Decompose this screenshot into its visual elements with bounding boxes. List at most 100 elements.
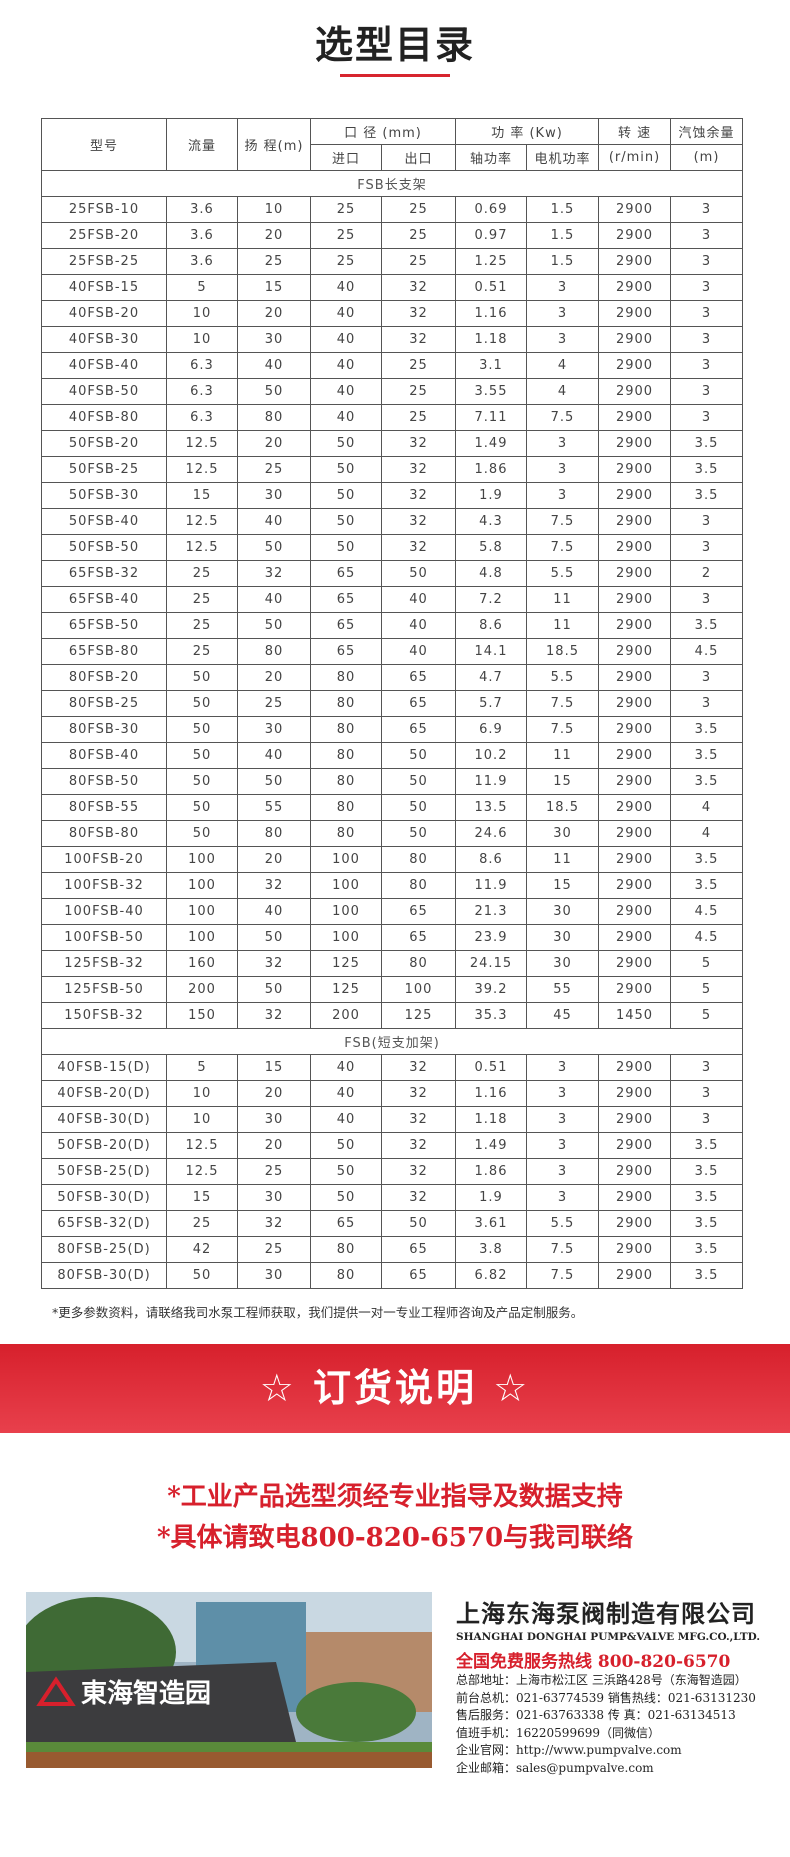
company-info: 上海东海泵阀制造有限公司 SHANGHAI DONGHAI PUMP&VALVE… — [456, 1594, 776, 1777]
table-cell: 3.5 — [670, 1184, 744, 1211]
table-cell: 45 — [525, 1002, 600, 1029]
table-cell: 2900 — [598, 560, 672, 587]
table-cell: 5.5 — [525, 664, 600, 691]
table-cell: 80 — [310, 1236, 382, 1263]
table-cell: 18.5 — [525, 794, 600, 821]
table-cell: 10 — [237, 196, 311, 223]
table-cell: 5 — [670, 1002, 744, 1029]
table-cell: 50FSB-20 — [41, 430, 167, 457]
table-row: 125FSB-50 200 50 125 100 39.2 55 2900 5 — [41, 976, 744, 1003]
table-cell: 2900 — [598, 768, 672, 795]
table-cell: 80 — [381, 846, 456, 873]
table-row: 80FSB-30(D) 50 30 80 65 6.82 7.5 2900 3.5 — [41, 1262, 744, 1289]
table-cell: 2 — [670, 560, 744, 587]
table-cell: 0.69 — [455, 196, 527, 223]
table-row: 50FSB-40 12.5 40 50 32 4.3 7.5 2900 3 — [41, 508, 744, 535]
table-cell: 4 — [525, 352, 600, 379]
table-cell: 32 — [381, 1080, 456, 1107]
table-cell: 30 — [237, 482, 311, 509]
table-cell: 100 — [166, 924, 238, 951]
table-row: 100FSB-20 100 20 100 80 8.6 11 2900 3.5 — [41, 846, 744, 873]
table-cell: 3 — [670, 326, 744, 353]
table-cell: 3 — [670, 534, 744, 561]
table-row: 80FSB-30 50 30 80 65 6.9 7.5 2900 3.5 — [41, 716, 744, 743]
table-cell: 2900 — [598, 1210, 672, 1237]
table-cell: 100 — [310, 898, 382, 925]
table-cell: 50 — [237, 924, 311, 951]
table-cell: 40 — [237, 586, 311, 613]
table-cell: 25 — [310, 248, 382, 275]
table-cell: 3.5 — [670, 846, 744, 873]
table-cell: 50 — [381, 768, 456, 795]
table-cell: 2900 — [598, 1132, 672, 1159]
table-cell: 7.5 — [525, 1236, 600, 1263]
table-cell: 2900 — [598, 1080, 672, 1107]
table-cell: 5.7 — [455, 690, 527, 717]
table-cell: 30 — [525, 820, 600, 847]
table-cell: 25 — [381, 248, 456, 275]
table-cell: 2900 — [598, 638, 672, 665]
table-row: 80FSB-20 50 20 80 65 4.7 5.5 2900 3 — [41, 664, 744, 691]
table-cell: 3 — [670, 378, 744, 405]
table-cell: 6.82 — [455, 1262, 527, 1289]
table-row: 40FSB-20 10 20 40 32 1.16 3 2900 3 — [41, 300, 744, 327]
table-cell: 25 — [381, 196, 456, 223]
table-cell: 50 — [237, 534, 311, 561]
table-cell: 3.8 — [455, 1236, 527, 1263]
table-cell: 65 — [310, 560, 382, 587]
table-cell: 11.9 — [455, 768, 527, 795]
header-cell: 流量 — [166, 118, 238, 171]
contact-line: 售后服务：021-63763338 传 真：021-63134513 — [456, 1708, 736, 1722]
table-row: 80FSB-55 50 55 80 50 13.5 18.5 2900 4 — [41, 794, 744, 821]
table-cell: 2900 — [598, 534, 672, 561]
order-line: *具体请致电800-820-6570与我司联络 — [156, 1523, 634, 1553]
table-cell: 40FSB-40 — [41, 352, 167, 379]
table-cell: 2900 — [598, 430, 672, 457]
table-cell: 50 — [166, 794, 238, 821]
table-cell: 2900 — [598, 482, 672, 509]
table-cell: 3.5 — [670, 430, 744, 457]
table-row: 40FSB-80 6.3 80 40 25 7.11 7.5 2900 3 — [41, 404, 744, 431]
table-row: 25FSB-10 3.6 10 25 25 0.69 1.5 2900 3 — [41, 196, 744, 223]
table-row: 65FSB-80 25 80 65 40 14.1 18.5 2900 4.5 — [41, 638, 744, 665]
table-cell: 2900 — [598, 196, 672, 223]
table-cell: 2900 — [598, 326, 672, 353]
table-row: 40FSB-15 5 15 40 32 0.51 3 2900 3 — [41, 274, 744, 301]
table-cell: 50 — [381, 1210, 456, 1237]
header-row: 型号 流量扬 程(m) 口 径 (mm) 功 率 (Kw) 转 速汽蚀余量 — [41, 118, 744, 171]
table-cell: 4.8 — [455, 560, 527, 587]
table-cell: 65 — [381, 1262, 456, 1289]
table-cell: 50 — [310, 1184, 382, 1211]
table-cell: 125 — [381, 1002, 456, 1029]
table-cell: 32 — [381, 274, 456, 301]
table-cell: 80 — [237, 820, 311, 847]
table-cell: 5.5 — [525, 1210, 600, 1237]
table-cell: 40FSB-20(D) — [41, 1080, 167, 1107]
table-cell: 65 — [381, 1236, 456, 1263]
table-row: 50FSB-50 12.5 50 50 32 5.8 7.5 2900 3 — [41, 534, 744, 561]
table-row: 50FSB-20(D) 12.5 20 50 32 1.49 3 2900 3.5 — [41, 1132, 744, 1159]
table-cell: 10 — [166, 1106, 238, 1133]
table-cell: 65FSB-40 — [41, 586, 167, 613]
table-cell: 40FSB-30 — [41, 326, 167, 353]
table-cell: 25 — [237, 248, 311, 275]
table-cell: 50 — [237, 976, 311, 1003]
table-row: 80FSB-80 50 80 80 50 24.6 30 2900 4 — [41, 820, 744, 847]
table-cell: 1.18 — [455, 326, 527, 353]
contact-line: 前台总机：021-63774539 销售热线：021-63131230 — [456, 1690, 756, 1705]
note: *更多参数资料，请联络我司水泵工程师获取，我们提供一对一专业工程师咨询及产品定制… — [52, 1305, 584, 1320]
table-cell: 2900 — [598, 248, 672, 275]
table-cell: 50 — [310, 508, 382, 535]
table-cell: 1.9 — [455, 1184, 527, 1211]
table-cell: 65 — [381, 664, 456, 691]
table-cell: 2900 — [598, 1158, 672, 1185]
header-cell: 转 速 — [598, 118, 672, 145]
table-cell: 3.5 — [670, 1132, 744, 1159]
table-cell: 4 — [670, 820, 744, 847]
table-cell: 7.5 — [525, 1262, 600, 1289]
table-cell: 40 — [310, 300, 382, 327]
table-cell: 3.5 — [670, 872, 744, 899]
table-cell: 32 — [381, 508, 456, 535]
table-cell: 55 — [525, 976, 600, 1003]
